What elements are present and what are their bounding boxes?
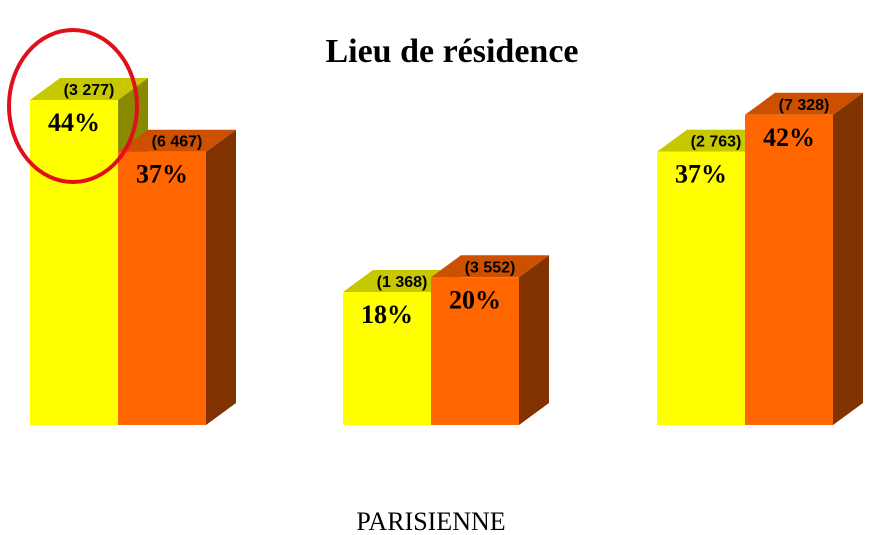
bar-side <box>833 92 863 425</box>
bar <box>745 114 833 425</box>
bar <box>30 100 118 425</box>
count-label: (7 328) <box>779 97 830 114</box>
count-label: (6 467) <box>152 134 203 151</box>
bar-top <box>745 92 863 115</box>
bar <box>343 292 431 425</box>
bar <box>657 151 745 426</box>
chart-title: Lieu de résidence <box>325 33 578 70</box>
bar-top <box>431 255 549 278</box>
category-label: PARISIENNE <box>356 507 505 535</box>
value-label: 37% <box>675 160 727 189</box>
bar-top <box>118 129 236 152</box>
value-label: 18% <box>361 300 413 329</box>
count-label: (1 368) <box>377 274 428 291</box>
value-label: 20% <box>449 285 501 314</box>
value-label: 44% <box>48 108 100 137</box>
bar-top <box>30 78 148 100</box>
bar-side <box>206 129 236 426</box>
count-label: (2 763) <box>691 134 742 151</box>
value-label: 37% <box>136 160 188 189</box>
value-label: 42% <box>763 123 815 152</box>
count-label: (3 552) <box>465 259 516 276</box>
bar <box>431 277 519 425</box>
bar <box>118 151 206 426</box>
bars: (3 277) 44% (6 467) 37% (1 368) 18% (3 552) 20%… <box>30 78 863 426</box>
count-label: (3 277) <box>64 82 115 99</box>
highlight-circle <box>7 28 139 184</box>
bar-side <box>519 255 549 425</box>
